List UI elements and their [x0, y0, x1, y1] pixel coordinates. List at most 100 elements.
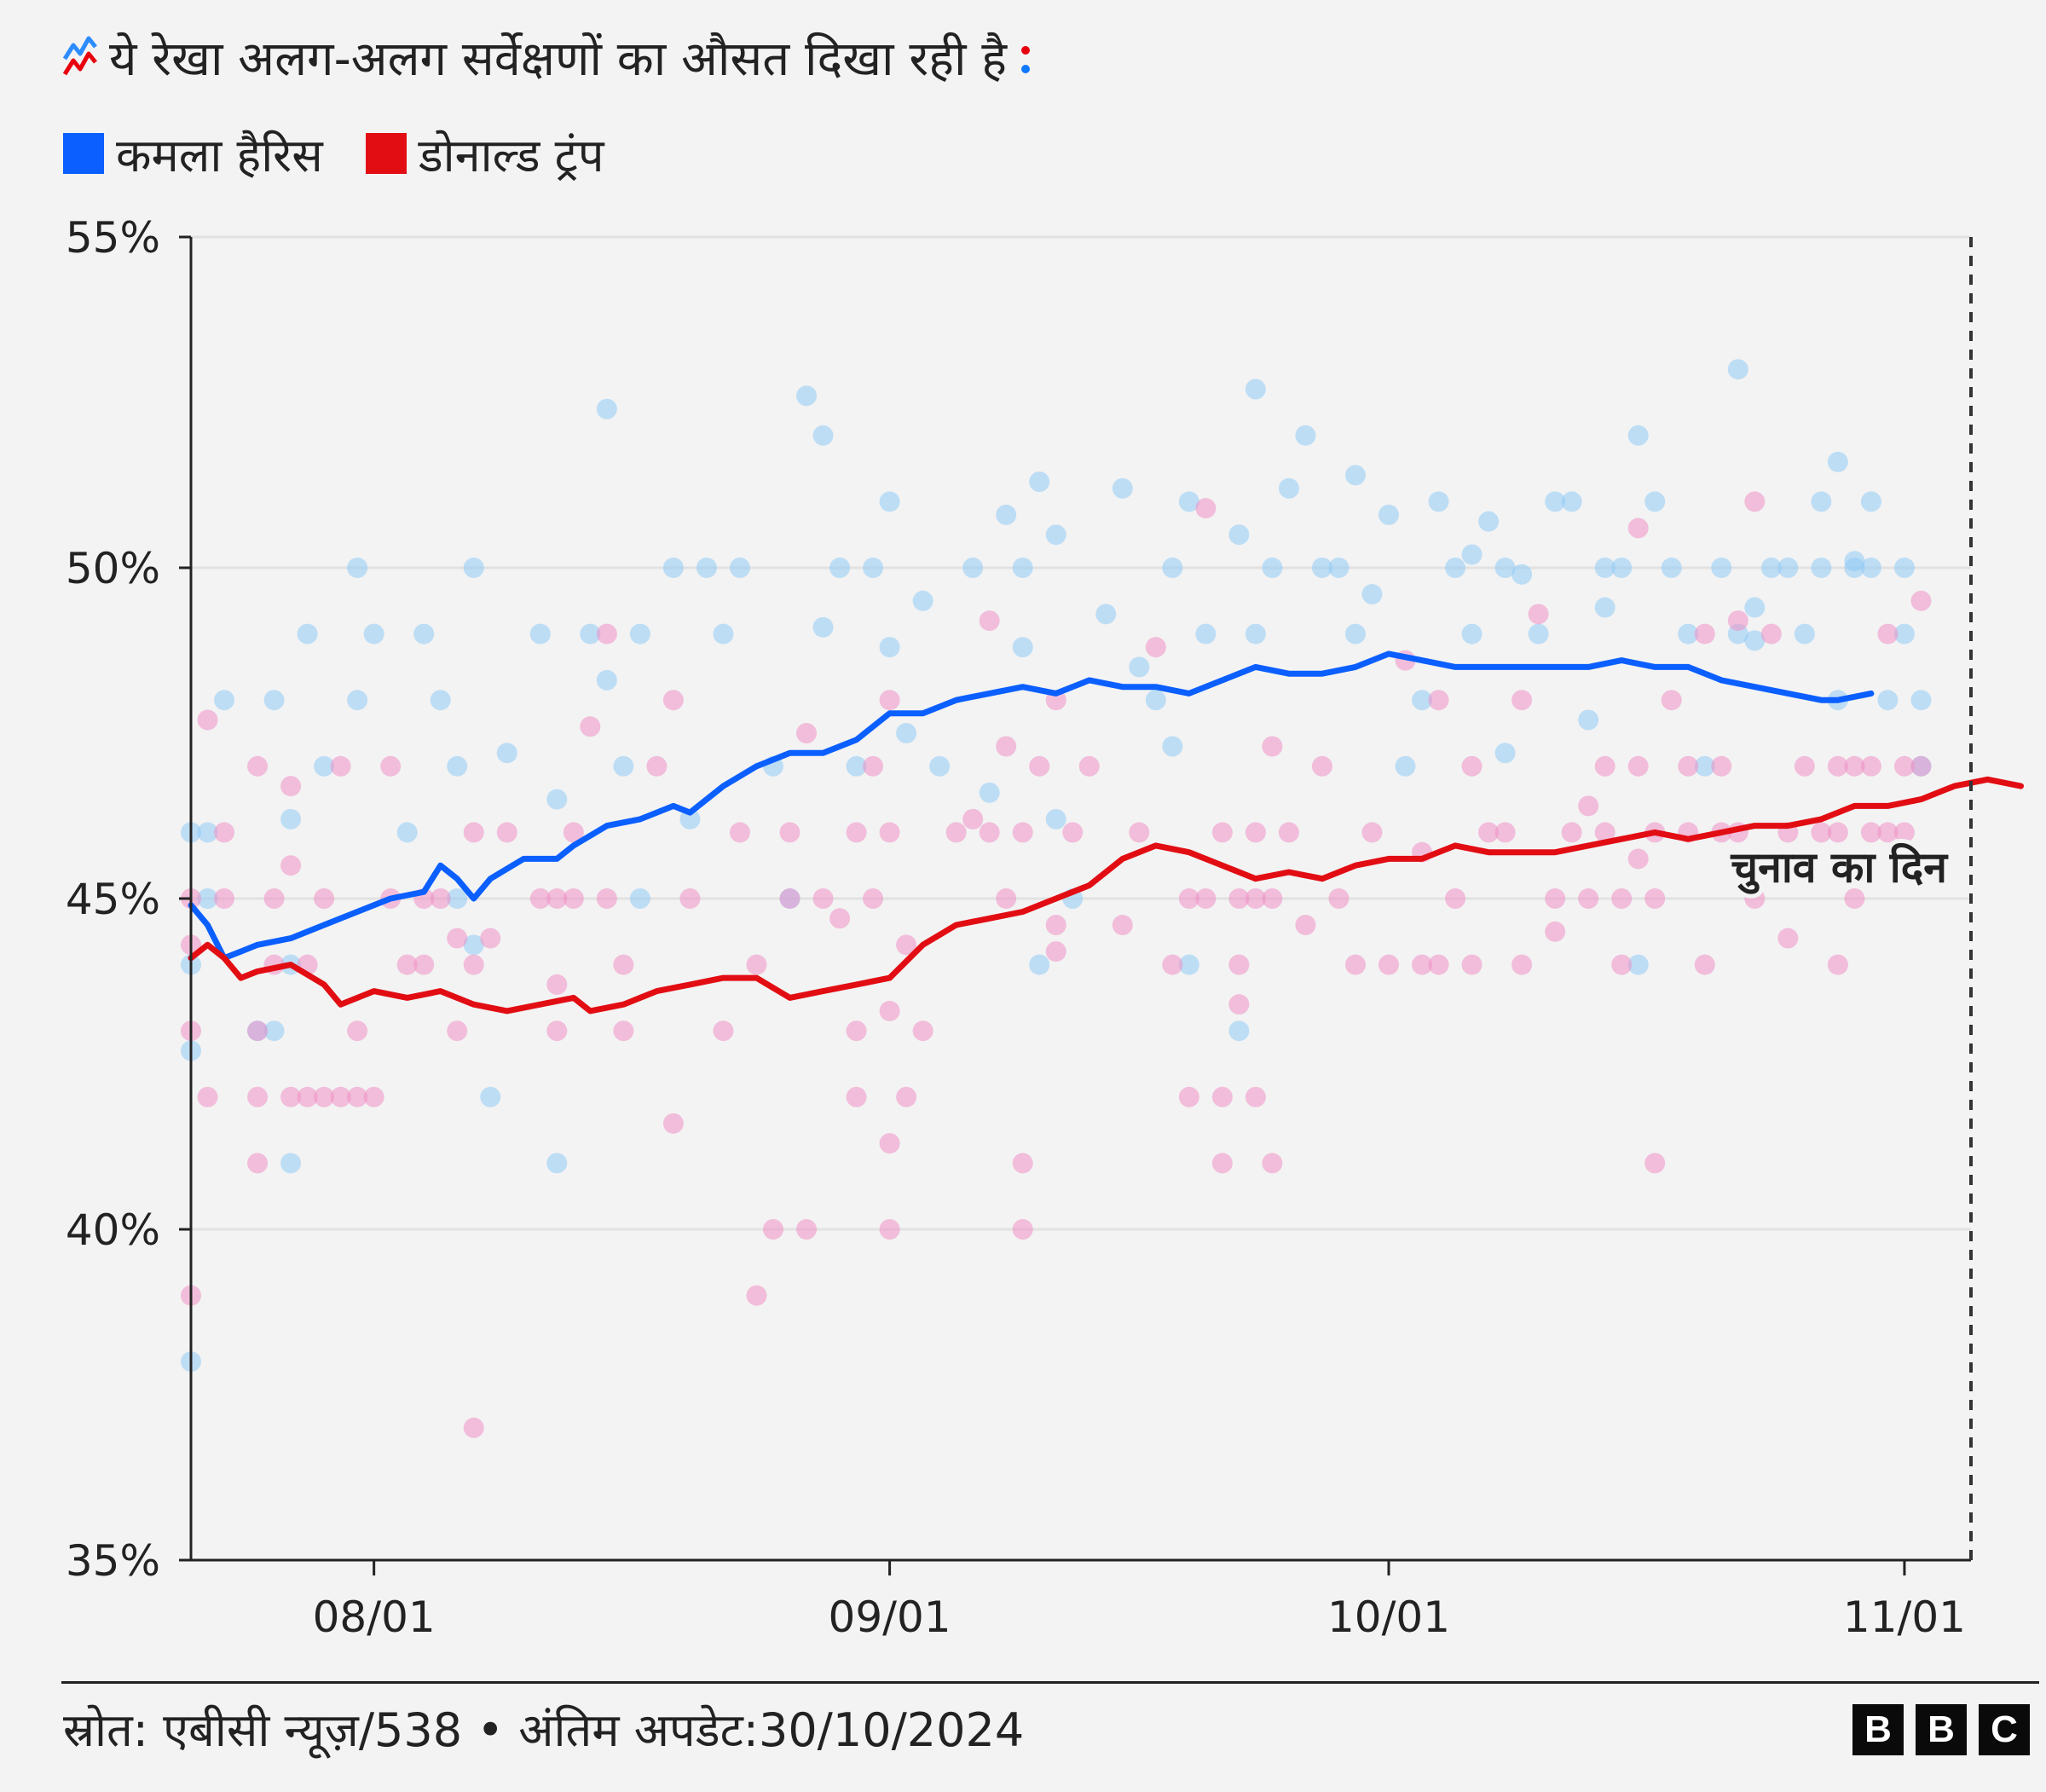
poll-dot-trump	[1910, 755, 1932, 777]
poll-dot-harris	[197, 822, 218, 843]
poll-dot-trump	[447, 1020, 468, 1042]
poll-dot-harris	[347, 690, 368, 711]
poll-dot-harris	[1162, 736, 1183, 757]
poll-dot-trump	[1245, 822, 1266, 843]
poll-dot-trump	[1661, 690, 1682, 711]
poll-dot-harris	[413, 623, 435, 645]
poll-dot-harris	[463, 558, 484, 578]
poll-dot-harris	[214, 690, 235, 711]
poll-dot-trump	[1211, 822, 1233, 843]
chart-title: ये रेखा अलग-अलग सर्वेक्षणों का औसत दिखा …	[109, 32, 1008, 87]
poll-dot-trump	[1078, 755, 1100, 777]
poll-dot-trump	[563, 822, 584, 843]
poll-dot-trump	[796, 723, 818, 743]
poll-dot-harris	[1295, 425, 1316, 446]
poll-dot-trump	[613, 1020, 634, 1042]
poll-dot-harris	[1744, 597, 1766, 618]
poll-dot-trump	[1012, 822, 1033, 843]
bbc-logo-letter: C	[1979, 1704, 2030, 1755]
poll-dot-trump	[1627, 517, 1649, 539]
title-colon	[1017, 30, 1034, 84]
poll-dot-trump	[1012, 1219, 1033, 1240]
poll-dot-harris	[1445, 558, 1466, 578]
poll-dot-harris	[1245, 623, 1266, 645]
poll-dot-harris	[679, 808, 701, 830]
poll-dot-harris	[1627, 425, 1649, 446]
legend-swatch-harris	[63, 133, 104, 174]
poll-dot-trump	[596, 888, 617, 909]
poll-dot-trump	[247, 755, 269, 777]
poll-dot-trump	[197, 709, 218, 731]
poll-dot-trump	[347, 1086, 368, 1107]
poll-dot-trump	[1361, 822, 1383, 843]
poll-dot-harris	[1794, 623, 1815, 645]
bbc-logo: B B C	[1852, 1704, 2030, 1755]
poll-dot-trump	[480, 928, 501, 949]
poll-dot-trump	[330, 755, 351, 777]
poll-dot-trump	[1195, 498, 1217, 519]
poll-dot-harris	[1245, 379, 1266, 400]
poll-dot-harris	[1178, 491, 1199, 512]
poll-dot-harris	[1811, 491, 1832, 512]
poll-dot-trump	[863, 755, 884, 777]
poll-dot-harris	[729, 558, 750, 578]
poll-dot-trump	[1578, 888, 1599, 909]
poll-dot-harris	[1478, 511, 1500, 532]
poll-dot-harris	[1711, 558, 1732, 578]
poll-dot-harris	[1178, 954, 1199, 975]
poll-dot-harris	[1744, 630, 1766, 651]
poll-dot-trump	[1112, 915, 1133, 936]
poll-dot-harris	[629, 888, 650, 909]
poll-dot-trump	[546, 888, 568, 909]
poll-dot-harris	[896, 723, 917, 743]
poll-dot-trump	[896, 934, 917, 956]
poll-dot-trump	[896, 1086, 917, 1107]
poll-dot-harris	[1112, 477, 1133, 499]
poll-dot-trump	[1528, 604, 1549, 625]
election-day-label: चुनाव का दिन	[1730, 843, 1949, 895]
poll-dot-harris	[1012, 558, 1033, 578]
poll-dot-harris	[829, 558, 851, 578]
poll-dot-harris	[1228, 524, 1250, 546]
poll-dot-harris	[263, 690, 285, 711]
poll-dot-trump	[912, 1020, 933, 1042]
poll-dot-trump	[662, 1113, 684, 1134]
poll-dot-trump	[1211, 1086, 1233, 1107]
poll-dot-trump	[1494, 822, 1516, 843]
poll-dot-trump	[1578, 795, 1599, 817]
poll-dot-harris	[1545, 491, 1566, 512]
poll-dot-harris	[396, 822, 418, 843]
poll-dot-trump	[1428, 954, 1449, 975]
poll-dot-trump	[812, 888, 834, 909]
poll-dot-trump	[330, 1086, 351, 1107]
poll-dot-trump	[1162, 954, 1183, 975]
poll-dot-trump	[1062, 822, 1084, 843]
poll-dot-trump	[447, 928, 468, 949]
poll-dot-trump	[1378, 954, 1400, 975]
poll-dot-trump	[1045, 915, 1066, 936]
poll-dot-harris	[1262, 558, 1283, 578]
poll-dot-harris	[1760, 558, 1782, 578]
poll-dot-harris	[1727, 359, 1748, 380]
poll-dot-trump	[396, 954, 418, 975]
poll-dot-harris	[1361, 584, 1383, 605]
source-note: स्रोत: एबीसी न्यूज़/538 • अंतिम अपडेट:30…	[63, 1703, 1025, 1757]
poll-dot-trump	[879, 822, 900, 843]
poll-dot-trump	[1228, 954, 1250, 975]
poll-dot-trump	[263, 888, 285, 909]
poll-dot-trump	[1145, 637, 1166, 658]
average-lines	[188, 650, 2024, 1015]
poll-dot-harris	[1627, 954, 1649, 975]
poll-dot-harris	[996, 504, 1017, 525]
poll-dot-harris	[1611, 558, 1633, 578]
poll-dot-trump	[1045, 941, 1066, 962]
poll-dot-harris	[796, 385, 818, 407]
poll-dot-trump	[580, 716, 601, 737]
poll-dot-trump	[1893, 822, 1915, 843]
poll-dot-harris	[197, 888, 218, 909]
poll-dot-trump	[1311, 755, 1332, 777]
x-tick-label: 10/01	[1327, 1593, 1450, 1642]
poll-dot-harris	[1578, 709, 1599, 731]
